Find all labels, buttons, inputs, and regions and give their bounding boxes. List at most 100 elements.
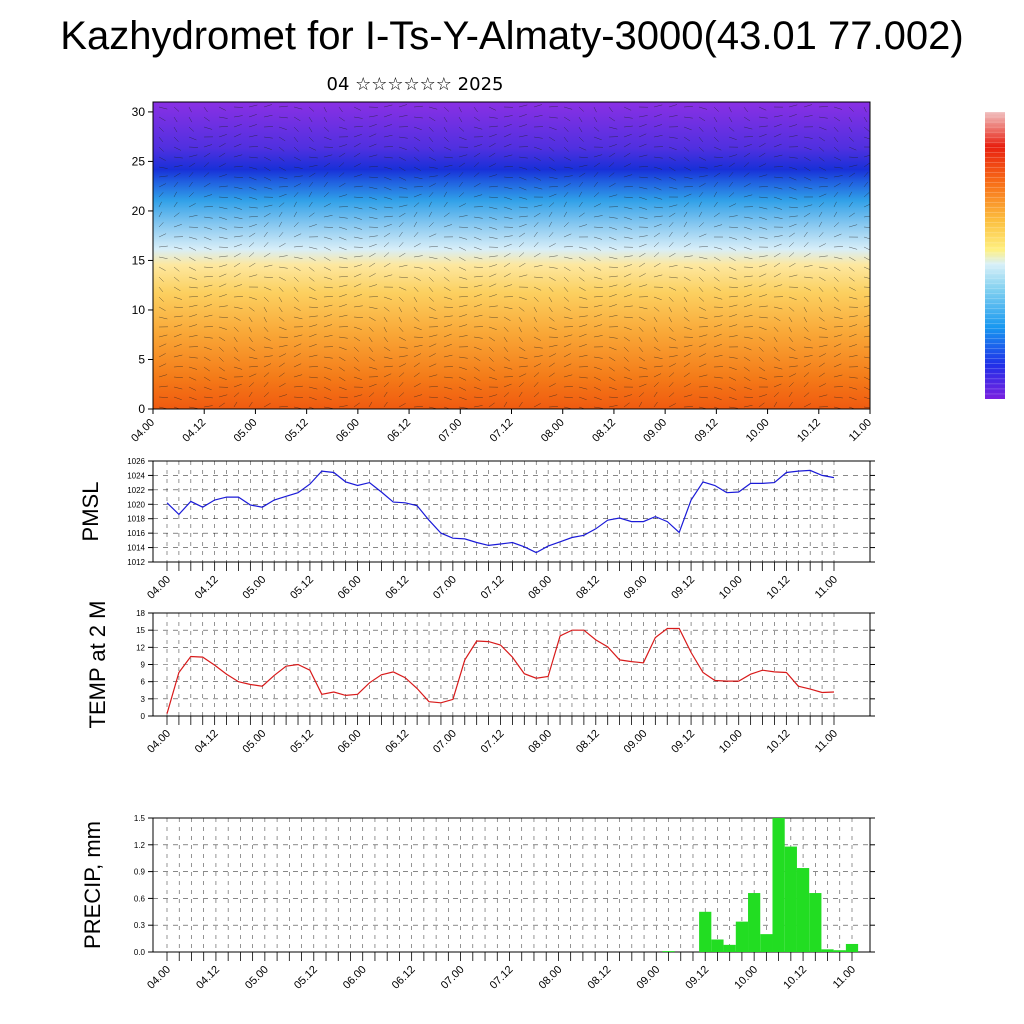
wind-barb	[488, 143, 496, 148]
wind-barb	[218, 356, 224, 362]
wind-barb	[368, 273, 376, 278]
wind-barb	[398, 306, 402, 313]
wind-barb	[788, 296, 797, 301]
wind-barb	[383, 382, 389, 388]
wind-barb	[473, 236, 482, 241]
wind-barb	[203, 336, 213, 339]
wind-barb	[158, 116, 166, 121]
wind-barb	[653, 306, 660, 312]
wind-barb	[158, 374, 168, 378]
wind-barb	[668, 176, 677, 181]
wind-barb	[803, 346, 813, 349]
wind-barb	[473, 366, 480, 372]
wind-barb	[488, 174, 498, 178]
wind-barb	[803, 231, 808, 238]
wind-barb	[398, 104, 408, 108]
wind-barb	[278, 211, 283, 218]
wind-barb	[218, 336, 226, 342]
wind-barb	[578, 315, 588, 318]
wind-barb	[683, 106, 693, 108]
wind-barb	[158, 396, 168, 398]
wind-barb	[563, 276, 569, 282]
wind-barb	[653, 242, 659, 248]
wind-barb	[533, 326, 539, 332]
wind-barb	[773, 243, 782, 248]
wind-barb	[758, 273, 767, 278]
wind-barb	[293, 334, 303, 338]
wind-barb	[803, 104, 813, 108]
wind-barb	[428, 126, 434, 132]
wind-barb	[773, 273, 781, 278]
wind-barb	[623, 206, 633, 210]
heatmap-field	[153, 102, 870, 409]
wind-barb	[308, 212, 315, 218]
wind-barb	[383, 346, 391, 352]
wind-barb	[413, 105, 423, 108]
wind-barb	[428, 266, 436, 271]
wind-barb	[323, 286, 333, 289]
wind-barb	[488, 152, 496, 158]
y-tick-label: 3	[141, 695, 146, 704]
wind-barb	[788, 223, 797, 228]
wind-barb	[158, 233, 167, 238]
wind-barb	[248, 176, 257, 181]
wind-barb	[638, 143, 647, 148]
wind-barb	[668, 316, 672, 323]
wind-barb	[728, 266, 737, 271]
wind-barb	[698, 343, 707, 348]
wind-barb	[518, 336, 523, 343]
wind-barb	[608, 226, 617, 230]
wind-barb	[818, 353, 826, 358]
x-tick-label: 08.00	[526, 728, 554, 756]
wind-barb	[368, 196, 377, 200]
wind-barb	[578, 212, 585, 218]
wind-barb	[398, 355, 408, 358]
wind-barb	[758, 174, 768, 178]
wind-barb	[533, 186, 543, 190]
wind-barb	[488, 346, 494, 352]
wind-barb	[638, 366, 648, 370]
wind-barb	[353, 336, 361, 342]
wind-barb	[338, 206, 348, 208]
wind-barb	[263, 114, 273, 118]
wind-barb	[233, 366, 243, 370]
wind-barb	[773, 262, 781, 268]
wind-barb	[398, 276, 408, 279]
wind-barb	[743, 284, 753, 288]
pmsl-series-line	[166, 469, 835, 554]
wind-barb	[188, 236, 198, 240]
wind-barb	[848, 246, 858, 250]
wind-barb	[593, 295, 603, 298]
wind-barb	[578, 266, 585, 272]
wind-barb	[728, 226, 738, 228]
wind-barb	[623, 376, 633, 380]
wind-barb	[488, 106, 497, 111]
wind-barb	[518, 373, 527, 378]
wind-barb	[368, 316, 376, 321]
wind-barb	[308, 191, 312, 198]
wind-barb	[803, 326, 809, 332]
wind-barb	[443, 156, 453, 159]
wind-barb	[713, 181, 718, 188]
wind-barb	[653, 296, 662, 301]
y-tick-label: 1022	[127, 486, 145, 495]
wind-barb	[188, 304, 198, 308]
wind-barb	[473, 386, 482, 390]
wind-barb	[473, 226, 482, 230]
wind-barb	[548, 136, 556, 142]
wind-barb	[203, 266, 213, 269]
wind-barb	[323, 356, 333, 359]
wind-barb	[593, 246, 602, 251]
x-tick-label: 04.00	[145, 574, 173, 602]
wind-barb	[548, 105, 558, 108]
wind-barb	[728, 162, 736, 168]
wind-barb	[203, 326, 213, 328]
wind-barb	[788, 356, 798, 359]
wind-barb	[563, 396, 573, 399]
wind-barb	[248, 296, 257, 300]
wind-barb	[443, 256, 451, 261]
wind-barb	[683, 136, 691, 142]
wind-barb	[338, 346, 347, 351]
wind-barb	[593, 181, 598, 188]
wind-barb	[563, 136, 568, 143]
